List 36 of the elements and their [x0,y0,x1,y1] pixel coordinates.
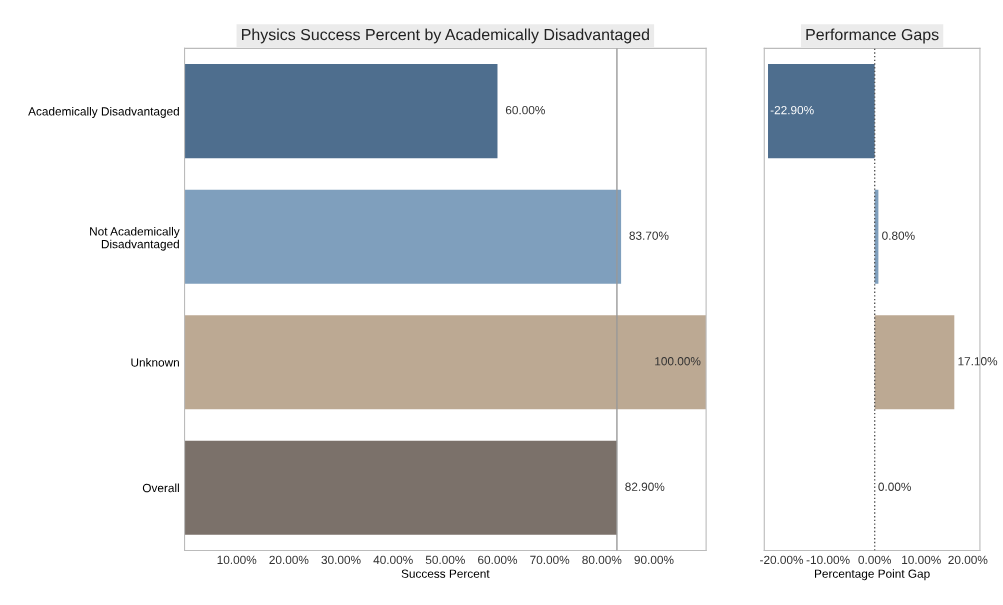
bar [874,315,955,410]
data-label: 83.70% [629,231,669,240]
x-tick-label: 50.00% [425,555,465,565]
data-label: 0.80% [882,231,915,240]
x-tick-label: 10.00% [902,555,941,565]
y-tick-label: Overall [142,483,179,493]
chart-title: Performance Gaps [806,28,939,44]
data-label: -22.90% [770,105,814,115]
bar [184,64,498,159]
data-label: 82.90% [625,482,665,491]
x-tick-label: -10.00% [806,555,850,565]
x-tick-label: 30.00% [321,555,361,565]
y-tick-label: Unknown [131,357,179,367]
y-tick-label: Not Academically Disadvantaged [90,226,180,251]
x-axis-title: Success Percent [401,569,490,578]
x-tick-label: 10.00% [217,555,257,565]
data-label: 60.00% [505,105,545,115]
data-label: 0.00% [878,482,911,491]
data-label: 100.00% [655,357,701,366]
x-tick-label: 90.00% [634,555,674,565]
chart-title: Physics Success Percent by Academically Disadvantaged [242,28,649,44]
x-tick-label: 60.00% [478,555,518,565]
x-tick-label: 40.00% [373,555,413,565]
x-tick-label: 20.00% [948,555,988,565]
x-axis-title: Percentage Point Gap [815,569,930,581]
x-tick-label: 80.00% [582,555,622,565]
data-label: 17.10% [958,357,998,366]
bar [768,64,875,159]
x-tick-label: -20.00% [760,555,804,565]
bar [184,440,617,535]
bar [184,189,622,284]
y-tick-label: Academically Disadvantaged [28,106,179,118]
x-tick-label: 70.00% [530,555,570,565]
x-tick-label: 0.00% [858,555,891,565]
x-tick-label: 20.00% [269,555,309,565]
bar [184,315,707,410]
